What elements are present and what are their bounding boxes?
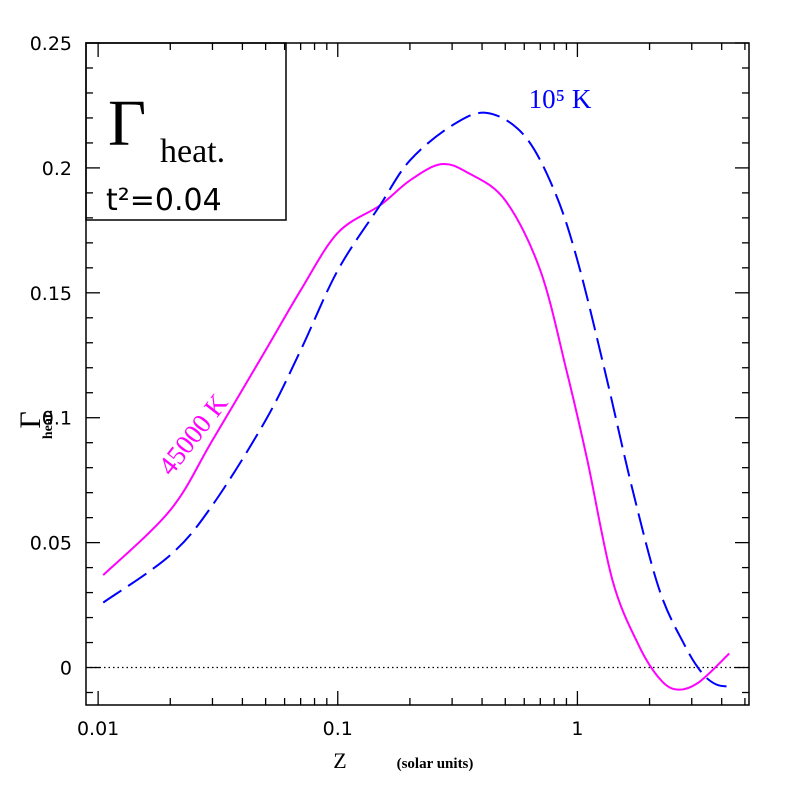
plot-frame — [85, 42, 750, 706]
x-tick-label: 0.01 — [77, 718, 119, 740]
y-tick-label: 0.05 — [30, 533, 72, 555]
y-axis-label-sub: heat. — [41, 410, 56, 439]
series-label: 45000 K — [152, 388, 234, 481]
series-label: 10⁵ K — [529, 84, 592, 114]
x-axis-label: Z — [333, 748, 346, 773]
inset-subscript: heat. — [160, 133, 225, 170]
series-line — [102, 111, 732, 688]
x-tick-label: 0.1 — [323, 718, 353, 740]
series-label-group: 45000 K — [152, 388, 234, 481]
y-tick-label: 0.1 — [42, 408, 72, 430]
y-tick-label: 0.25 — [30, 33, 72, 55]
x-tick-label: 1 — [571, 718, 583, 740]
series-label-group: 10⁵ K — [529, 84, 592, 114]
y-axis-label-symbol: Γ — [14, 411, 47, 428]
y-tick-label: 0.2 — [42, 158, 72, 180]
y-axis-label-sub-group: heat. — [41, 410, 56, 439]
inset-text: t²=0.04 — [106, 183, 222, 218]
series-line — [102, 162, 730, 691]
y-tick-label: 0.15 — [30, 283, 72, 305]
x-axis-note: (solar units) — [397, 756, 474, 772]
y-tick-label: 0 — [60, 658, 72, 680]
y-axis-label: Γ — [14, 411, 47, 428]
inset-symbol: Γ — [108, 87, 146, 160]
